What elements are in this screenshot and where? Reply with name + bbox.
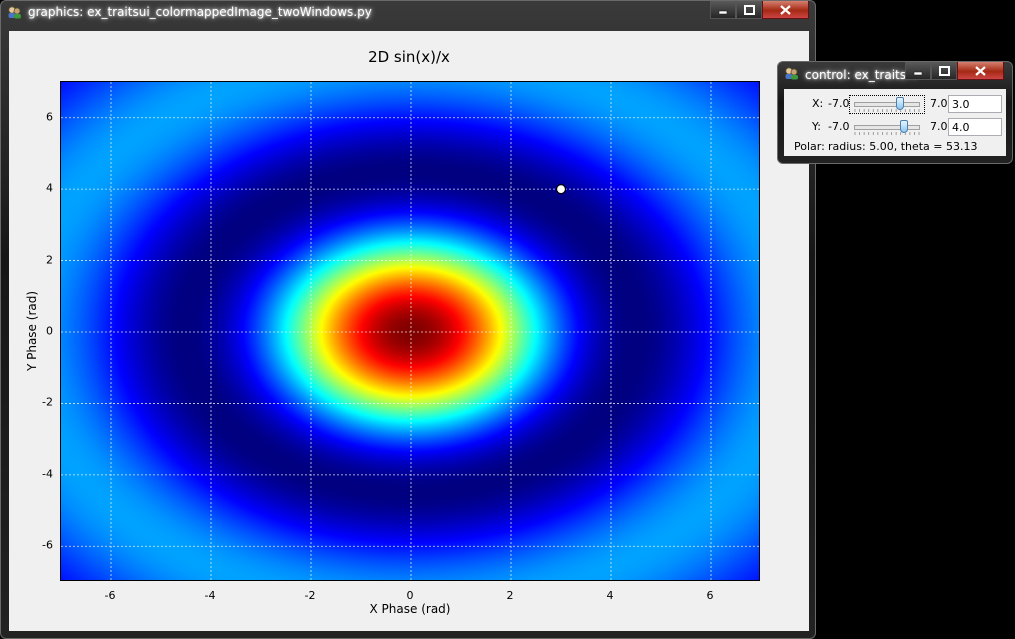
x-tick-label: -6 xyxy=(104,589,116,602)
y-tick-label: -6 xyxy=(42,538,53,552)
graphics-caption-buttons xyxy=(710,1,809,20)
x-tick-label: -2 xyxy=(304,589,316,602)
control-window-title: control: ex_traits... xyxy=(805,68,918,82)
y-max-label: 7.0 xyxy=(930,120,948,133)
x-tick-label: 4 xyxy=(606,589,614,602)
x-axis-label: X Phase (rad) xyxy=(369,602,451,616)
control-window: control: ex_traits... X: -7.0 7.0 Y: xyxy=(777,61,1013,164)
y-label: Y: xyxy=(812,120,821,133)
polar-row: Polar: radius: 5.00, theta = 53.13 xyxy=(784,137,1006,157)
polar-label: Polar: xyxy=(794,140,825,153)
y-tick-label: 6 xyxy=(46,110,53,124)
heatmap-image xyxy=(61,82,759,580)
slider-tick-marks xyxy=(854,109,920,112)
x-slider-thumb[interactable] xyxy=(895,97,904,110)
x-label: X: xyxy=(812,97,824,110)
heatmap-svg xyxy=(61,82,759,580)
close-icon xyxy=(975,65,986,76)
control-caption-buttons xyxy=(905,62,1004,81)
position-marker[interactable] xyxy=(555,184,567,195)
x-control-row: X: -7.0 7.0 xyxy=(784,94,1006,114)
x-slider-track[interactable] xyxy=(854,102,920,107)
y-axis-label: Y Phase (rad) xyxy=(25,290,39,372)
control-client-area: X: -7.0 7.0 Y: -7.0 7.0 Polar: radius: 5… xyxy=(784,89,1006,156)
y-control-row: Y: -7.0 7.0 xyxy=(784,117,1006,137)
minimize-button[interactable] xyxy=(710,1,736,19)
maximize-icon xyxy=(743,4,755,15)
slider-tick-marks xyxy=(854,132,920,135)
x-value-input[interactable] xyxy=(948,95,1002,113)
control-close-button[interactable] xyxy=(957,62,1004,80)
control-titlebar[interactable]: control: ex_traits... xyxy=(778,62,1012,84)
y-tick-label: 0 xyxy=(46,324,53,338)
close-icon xyxy=(780,4,791,15)
x-tick-label: 6 xyxy=(706,589,714,602)
x-max-label: 7.0 xyxy=(930,97,948,110)
graphics-client-area: 2D sin(x)/x X Phase (rad) Y Phase (rad) … xyxy=(9,31,809,631)
graphics-window: graphics: ex_traitsui_colormappedImage_t… xyxy=(0,0,816,639)
app-icon xyxy=(8,6,21,19)
maximize-icon xyxy=(938,65,950,76)
grid-lines xyxy=(61,82,759,580)
maximize-button[interactable] xyxy=(736,1,762,19)
y-slider-thumb[interactable] xyxy=(900,120,909,133)
graphics-window-title: graphics: ex_traitsui_colormappedImage_t… xyxy=(28,5,372,19)
y-value-input[interactable] xyxy=(948,118,1002,136)
y-tick-label: 4 xyxy=(46,181,53,195)
x-tick-label: 0 xyxy=(406,589,414,602)
minimize-icon xyxy=(913,71,923,75)
graphics-titlebar[interactable]: graphics: ex_traitsui_colormappedImage_t… xyxy=(1,1,815,23)
control-app-icon xyxy=(785,67,798,80)
chart-title: 2D sin(x)/x xyxy=(368,48,450,66)
y-tick-label: -2 xyxy=(42,395,53,409)
control-maximize-button[interactable] xyxy=(931,62,957,80)
plot-area[interactable] xyxy=(60,81,760,581)
x-tick-label: -4 xyxy=(204,589,216,602)
y-slider-track[interactable] xyxy=(854,125,920,130)
minimize-icon xyxy=(718,10,728,14)
polar-value: radius: 5.00, theta = 53.13 xyxy=(828,140,978,153)
y-tick-label: -4 xyxy=(42,467,53,481)
x-tick-label: 2 xyxy=(506,589,514,602)
x-min-label: -7.0 xyxy=(828,97,850,110)
y-min-label: -7.0 xyxy=(828,120,850,133)
y-tick-label: 2 xyxy=(46,253,53,267)
close-button[interactable] xyxy=(762,1,809,19)
x-slider-focus xyxy=(849,95,925,114)
control-minimize-button[interactable] xyxy=(905,62,931,80)
